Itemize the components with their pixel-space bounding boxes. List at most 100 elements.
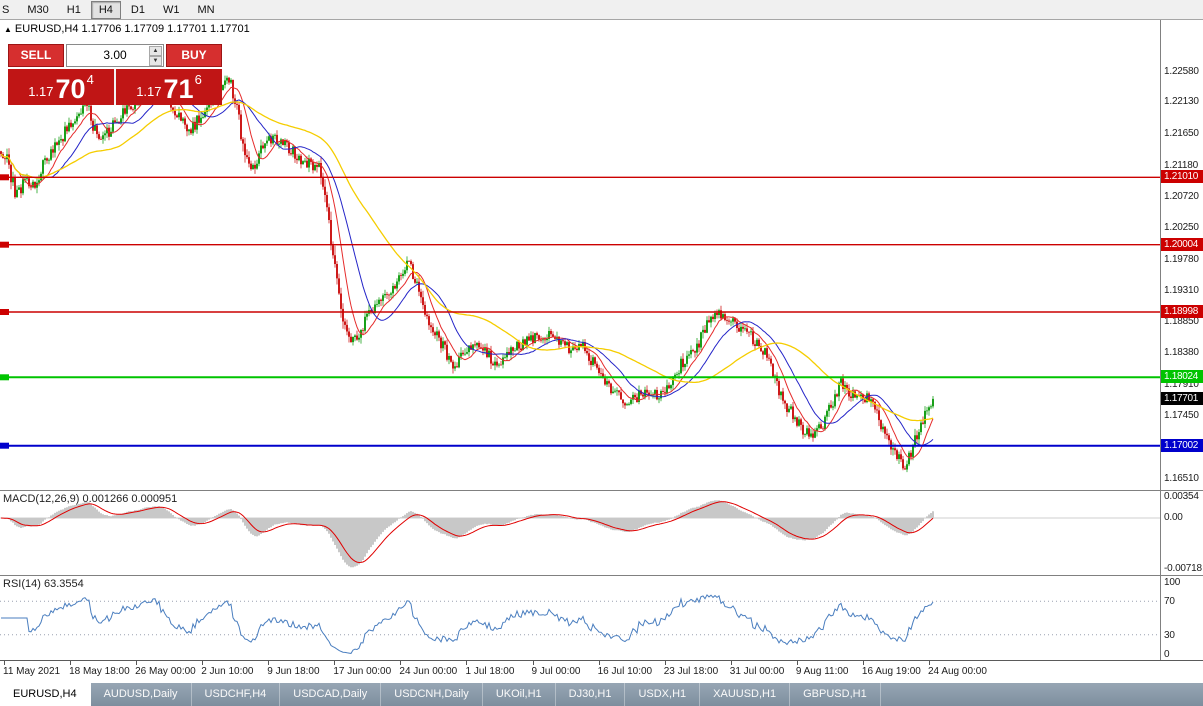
price-axis-label: 1.17450	[1164, 409, 1199, 421]
time-axis[interactable]: 11 May 2021 18 May 18:00 26 May 00:00 2 Jun…	[0, 660, 1203, 683]
macd-axis-label: 0.00354	[1164, 491, 1199, 502]
price-axis-label: 1.17910	[1164, 378, 1199, 390]
time-axis-tick	[202, 661, 204, 665]
time-axis-tick	[862, 661, 864, 665]
timeframe-button-h1[interactable]: H1	[66, 3, 81, 16]
ask-price-major: 1.17	[136, 84, 162, 99]
one-click-trading-panel: SELL 3.00 ▲ ▼ BUY 1.17 70 4 1.17 71 6	[8, 44, 222, 105]
time-axis-tick	[466, 661, 468, 665]
buy-button[interactable]: BUY	[166, 44, 222, 67]
chart-tab-usdcnh-daily[interactable]: USDCNH,Daily	[381, 683, 483, 706]
price-axis-label: 1.16510	[1164, 472, 1199, 484]
bid-price-display[interactable]: 1.17 70 4	[8, 69, 114, 105]
time-axis-label: 9 Jun 18:00	[267, 666, 320, 677]
time-axis-label: 24 Aug 00:00	[927, 666, 987, 677]
rsi-axis-label: 100	[1164, 577, 1181, 588]
macd-panel[interactable]: MACD(12,26,9) 0.001266 0.000951 0.00354 0…	[0, 490, 1203, 575]
chart-tab-xauusd-h1[interactable]: XAUUSD,H1	[700, 683, 791, 706]
macd-axis-label: -0.00718	[1164, 562, 1202, 574]
sell-button[interactable]: SELL	[8, 44, 64, 67]
rsi-panel[interactable]: RSI(14) 63.3554 100 70 30 0	[0, 575, 1203, 660]
hline-price-tag: 1.21010	[1161, 170, 1203, 184]
ask-price-pips: 71	[163, 74, 194, 104]
chart-tab-gbpusd-h1[interactable]: GBPUSD,H1	[790, 683, 881, 706]
time-axis-label: 2 Jun 10:00	[201, 666, 254, 677]
quote-divider	[114, 69, 116, 105]
time-axis-tick	[268, 661, 270, 665]
time-axis-label: 26 May 00:00	[135, 666, 196, 677]
macd-axis-label: 0.00	[1164, 512, 1183, 523]
chart-tab-usdcad-daily[interactable]: USDCAD,Daily	[280, 683, 382, 706]
timeframe-button-s[interactable]: S	[2, 3, 10, 16]
volume-decrease-button[interactable]: ▼	[149, 56, 162, 66]
chart-tabs-bar: EURUSD,H4 AUDUSD,Daily USDCHF,H4 USDCAD,Dai…	[0, 683, 1203, 706]
price-axis-label: 1.20720	[1164, 190, 1199, 202]
chart-tab-usdx-h1[interactable]: USDX,H1	[625, 683, 701, 706]
time-axis-label: 24 Jun 00:00	[399, 666, 458, 677]
rsi-axis: 100 70 30 0	[1160, 576, 1203, 660]
chart-tab-ukoil-h1[interactable]: UKOil,H1	[483, 683, 556, 706]
volume-spinner: ▲ ▼	[149, 46, 162, 66]
price-axis-label: 1.18850	[1164, 315, 1199, 327]
time-axis-label: 11 May 2021	[3, 666, 61, 677]
time-axis-label: 9 Aug 11:00	[795, 666, 849, 677]
timeframe-button-h4[interactable]: H4	[90, 0, 121, 19]
time-axis-tick	[532, 661, 534, 665]
time-axis-label: 16 Aug 19:00	[861, 666, 921, 677]
price-axis-label: 1.21180	[1164, 159, 1199, 171]
chart-tab-audusd-daily[interactable]: AUDUSD,Daily	[91, 683, 192, 706]
rsi-axis-label: 30	[1164, 629, 1175, 641]
rsi-chart-svg	[0, 594, 1160, 654]
time-axis-label: 23 Jul 18:00	[663, 666, 719, 677]
time-axis-tick	[400, 661, 402, 665]
macd-axis: 0.00354 0.00 -0.00718	[1160, 491, 1203, 575]
price-axis-label: 1.22580	[1164, 66, 1199, 78]
time-axis-tick	[598, 661, 600, 665]
bid-price-point: 4	[86, 72, 94, 87]
time-axis-label: 18 May 18:00	[69, 666, 130, 677]
volume-increase-button[interactable]: ▲	[149, 46, 162, 56]
current-price-tag: 1.17701	[1161, 391, 1203, 405]
time-axis-label: 16 Jul 10:00	[597, 666, 653, 677]
timeframe-button-m30[interactable]: M30	[27, 3, 49, 16]
volume-field[interactable]: 3.00 ▲ ▼	[66, 44, 164, 67]
hline-price-tag: 1.18998	[1161, 305, 1203, 319]
trade-panel-collapse-icon[interactable]: ▲	[4, 25, 12, 34]
price-chart-area[interactable]: ▲ EURUSD,H4 1.17706 1.17709 1.17701 1.177…	[0, 20, 1203, 490]
time-axis-tick	[136, 661, 138, 665]
chart-tab-usdchf-h4[interactable]: USDCHF,H4	[192, 683, 281, 706]
rsi-axis-label: 0	[1164, 649, 1170, 660]
time-axis-tick	[70, 661, 72, 665]
ohlc-info-line: ▲ EURUSD,H4 1.17706 1.17709 1.17701 1.177…	[4, 23, 250, 35]
candlestick-chart-svg[interactable]	[0, 20, 1160, 490]
bid-price-major: 1.17	[28, 84, 54, 99]
rsi-axis-label: 70	[1164, 596, 1175, 608]
chart-tab-dj30-h1[interactable]: DJ30,H1	[556, 683, 626, 706]
chart-tab-eurusd-h4[interactable]: EURUSD,H4	[0, 683, 91, 706]
hline-price-tag: 1.20004	[1161, 237, 1203, 251]
ask-price-point: 6	[194, 72, 202, 87]
hline-price-tag: 1.18024	[1161, 370, 1203, 384]
timeframe-toolbar: S M30 H1 H4 D1 W1 MN	[0, 0, 1203, 20]
ohlc-text: EURUSD,H4 1.17706 1.17709 1.17701 1.1770…	[14, 23, 250, 35]
timeframe-button-w1[interactable]: W1	[162, 3, 180, 16]
time-axis-tick	[4, 661, 5, 665]
price-axis-label: 1.21650	[1164, 128, 1199, 140]
time-axis-tick	[334, 661, 336, 665]
macd-chart-svg	[0, 500, 1160, 568]
price-axis-label: 1.18380	[1164, 347, 1199, 359]
time-axis-tick	[928, 661, 930, 665]
price-axis-label: 1.22130	[1164, 96, 1199, 108]
hline-price-tag: 1.17002	[1161, 438, 1203, 452]
price-axis-label: 1.19310	[1164, 285, 1199, 297]
price-axis[interactable]: 1.22580 1.22130 1.21650 1.21180 1.20720 1.202…	[1160, 20, 1203, 490]
timeframe-button-mn[interactable]: MN	[197, 3, 215, 16]
bid-price-pips: 70	[55, 74, 86, 104]
rsi-label: RSI(14) 63.3554	[3, 578, 84, 590]
macd-label: MACD(12,26,9) 0.001266 0.000951	[3, 493, 178, 505]
time-axis-tick	[664, 661, 666, 665]
ask-price-display[interactable]: 1.17 71 6	[116, 69, 222, 105]
timeframe-button-d1[interactable]: D1	[130, 3, 145, 16]
volume-value: 3.00	[103, 48, 127, 62]
